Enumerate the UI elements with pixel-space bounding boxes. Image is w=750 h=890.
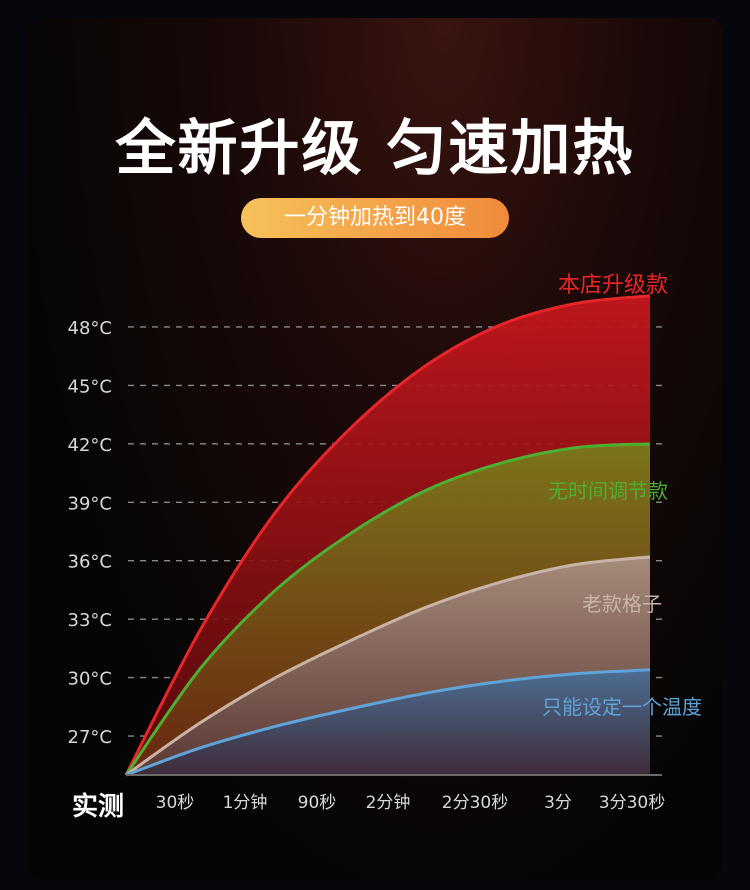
page-title: 全新升级 匀速加热 (115, 114, 635, 184)
x-tick-label: 90秒 (298, 793, 337, 813)
area-fills (126, 295, 650, 775)
x-tick-label: 30秒 (156, 793, 195, 813)
x-tick-label: 3分 (544, 793, 572, 813)
series-line (125, 668, 651, 777)
x-tick-label: 3分30秒 (599, 793, 665, 813)
x-tick-label: 1分钟 (223, 793, 268, 813)
series-line (125, 555, 651, 777)
y-tick-label: 39°C (68, 493, 112, 514)
series-line (124, 442, 651, 776)
x-tick-label: 2分30秒 (442, 793, 508, 813)
series-area (126, 669, 650, 775)
y-tick-labels: 27°C 30°C 33°C 36°C 39°C 42°C 45°C 48°C (68, 318, 112, 748)
y-tick-label: 42°C (68, 435, 112, 456)
x-tick-labels: 30秒 1分钟 90秒 2分钟 2分30秒 3分 3分30秒 (156, 793, 666, 813)
y-tick-label: 33°C (68, 610, 112, 631)
series-lines (124, 294, 651, 777)
y-tick-label: 48°C (68, 318, 112, 339)
series-label: 只能设定一个温度 (542, 695, 702, 719)
y-tick-label: 36°C (68, 552, 112, 573)
y-tick-label: 45°C (68, 376, 112, 397)
subtitle-badge: 一分钟加热到40度 (241, 198, 509, 238)
series-label: 老款格子 (582, 592, 662, 616)
x-tick-label: 2分钟 (366, 793, 411, 813)
series-line (124, 294, 651, 776)
x-axis-unit-label: 实测 (72, 792, 125, 822)
series-label: 无时间调节款 (548, 479, 668, 503)
y-tick-label: 27°C (68, 727, 112, 748)
series-label: 本店升级款 (558, 273, 668, 298)
y-tick-label: 30°C (68, 669, 112, 690)
